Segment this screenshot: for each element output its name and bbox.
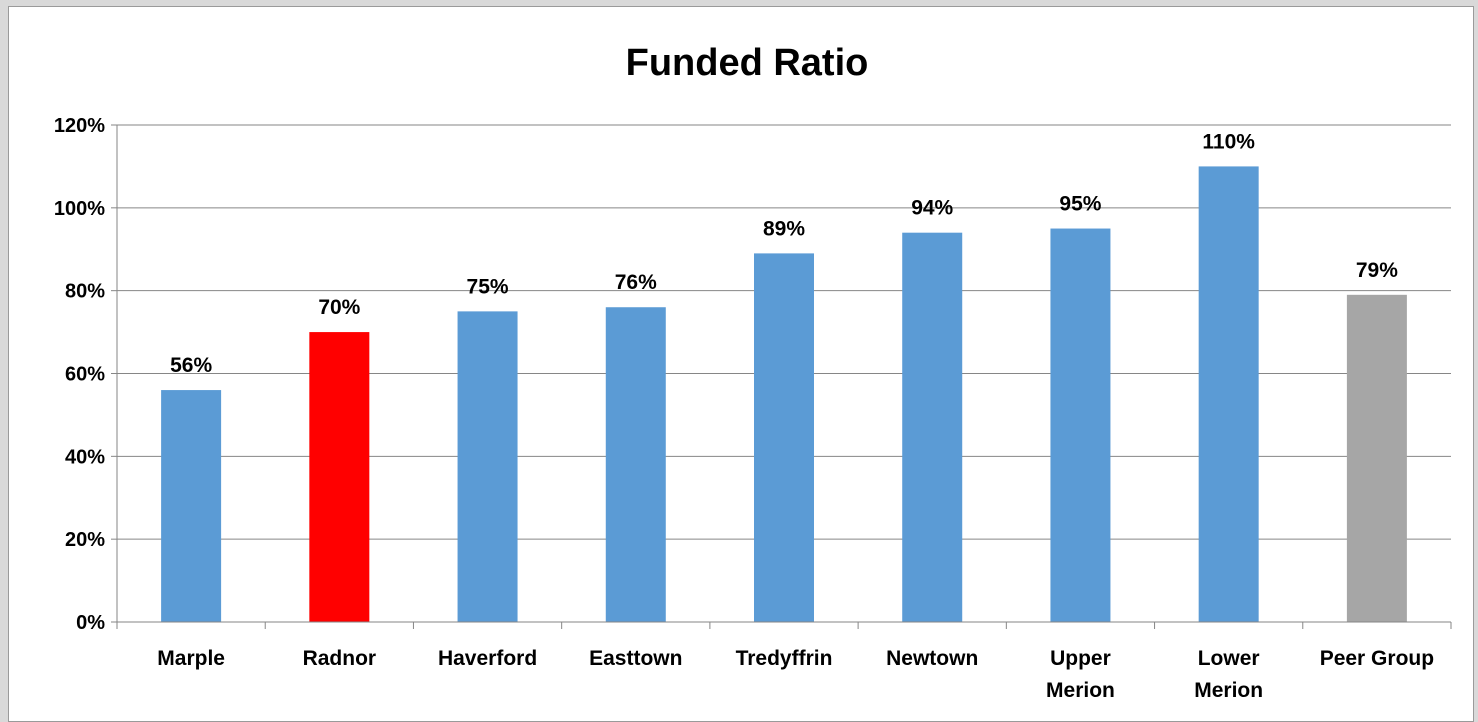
bar (161, 390, 222, 622)
category-label: Haverford (438, 647, 537, 670)
bar (309, 332, 370, 622)
data-label: 89% (763, 217, 805, 240)
category-label: Peer Group (1320, 647, 1434, 670)
category-label: Lower Merion (1194, 647, 1263, 702)
y-tick-label: 40% (65, 446, 105, 468)
bar (457, 311, 518, 622)
bar (605, 307, 666, 622)
category-label: Marple (157, 647, 225, 670)
bar (1346, 294, 1407, 622)
funded-ratio-chart: Funded Ratio 0% 20% 40% 60% 80% 100% 120% 56% 7… (54, 42, 1452, 702)
category-label: Newtown (886, 647, 978, 670)
data-label: 110% (1202, 130, 1255, 153)
y-tick-label: 0% (76, 612, 105, 634)
y-tick-label: 120% (54, 115, 105, 137)
bar (1050, 228, 1111, 622)
bar (1198, 166, 1259, 622)
category-label: Upper Merion (1046, 647, 1115, 702)
category-label: Radnor (303, 647, 377, 670)
data-label: 95% (1059, 193, 1101, 216)
y-tick-label: 100% (54, 198, 105, 220)
y-tick-label: 80% (65, 281, 105, 303)
bar (902, 232, 963, 622)
data-label: 56% (170, 354, 212, 377)
y-tick-label: 20% (65, 529, 105, 551)
y-tick-label: 60% (65, 364, 105, 386)
x-axis: Marple Radnor Haverford Easttown Tredyffrin N… (116, 621, 1452, 702)
data-label: 79% (1356, 259, 1398, 282)
chart-frame: Funded Ratio 0% 20% 40% 60% 80% 100% 120% 56% 7… (8, 6, 1474, 722)
category-label: Easttown (589, 647, 682, 670)
y-axis: 0% 20% 40% 60% 80% 100% 120% (54, 115, 118, 634)
data-label: 76% (615, 271, 657, 294)
data-label: 70% (318, 296, 360, 319)
chart-title: Funded Ratio (626, 42, 869, 84)
bar (754, 253, 814, 622)
category-label: Tredyffrin (736, 647, 833, 670)
data-label: 75% (467, 275, 509, 298)
bars: 56% 70% 75% 76% 89% 94% 95% 110% 79% (161, 130, 1407, 622)
data-label: 94% (911, 197, 953, 220)
